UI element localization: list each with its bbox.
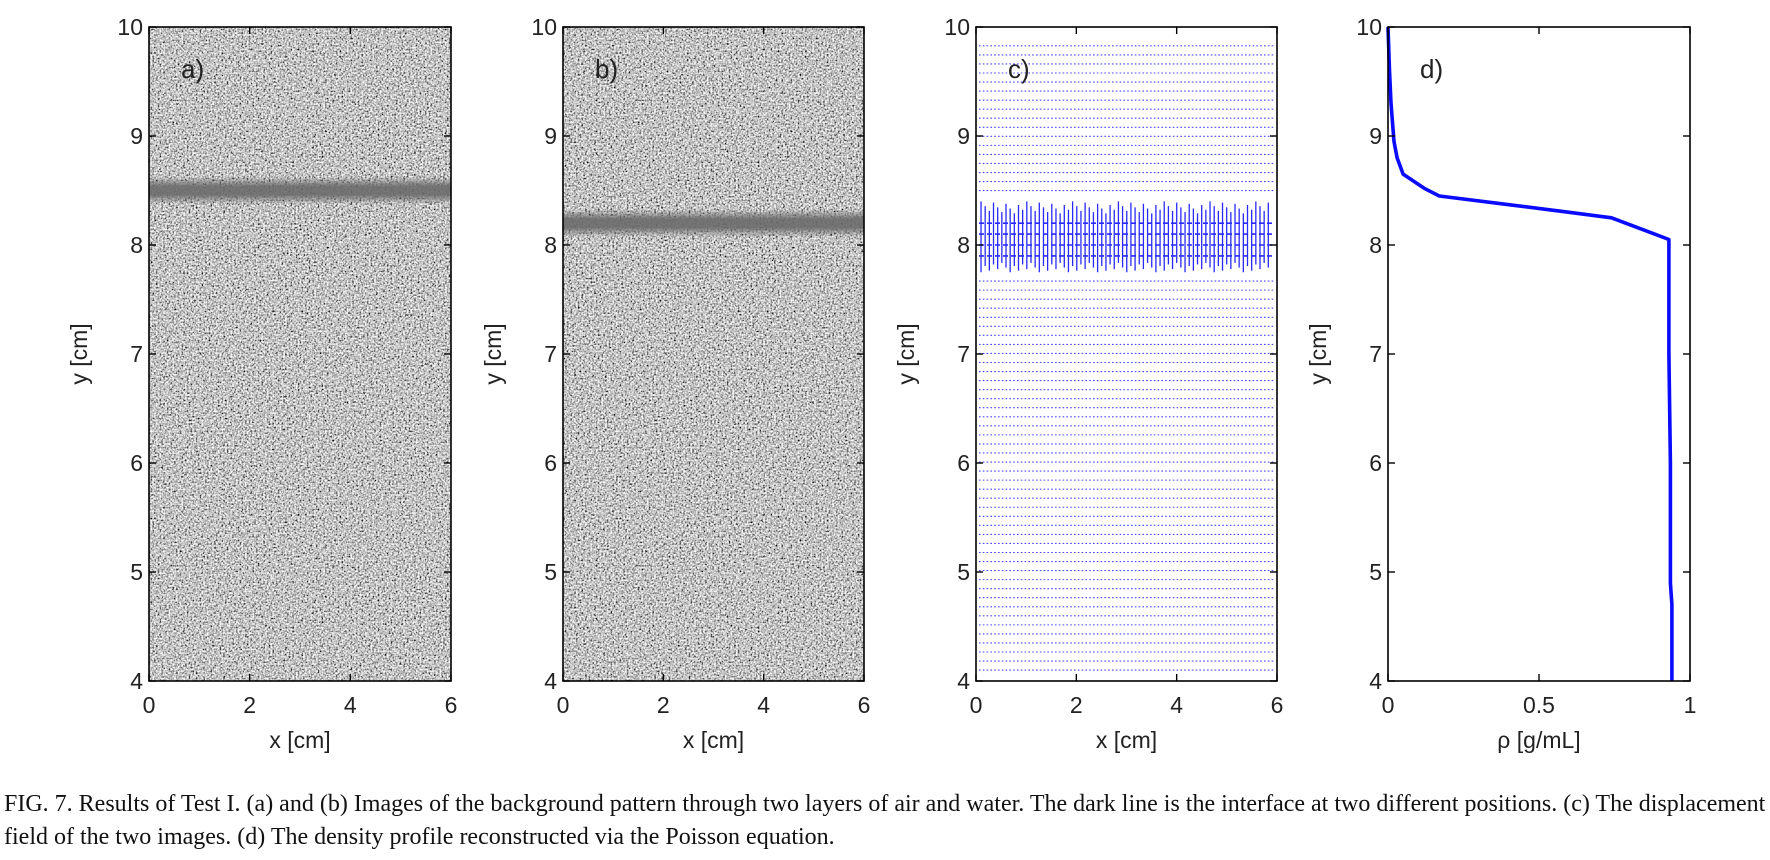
- y-tick-label: 10: [117, 14, 143, 40]
- y-tick-label: 7: [130, 341, 143, 367]
- y-tick-label: 5: [1369, 559, 1382, 585]
- y-axis-label: y [cm]: [66, 323, 92, 384]
- y-tick-label: 9: [544, 123, 557, 149]
- y-tick-label: 5: [544, 559, 557, 585]
- panel-label: d): [1420, 54, 1443, 84]
- y-tick-label: 8: [957, 232, 970, 258]
- y-tick-label: 8: [130, 232, 143, 258]
- x-axis-label: x [cm]: [269, 727, 330, 753]
- x-tick-label: 0: [557, 692, 570, 718]
- y-tick-label: 5: [957, 559, 970, 585]
- x-tick-label: 6: [445, 692, 458, 718]
- x-tick-label: 0: [970, 692, 983, 718]
- panel-2: 4 5 6 7 8 9 10 0 2 4 6 x [cm] y [cm] b): [480, 14, 870, 753]
- x-axis-label: x [cm]: [1096, 727, 1157, 753]
- panel-1: 4 5 6 7 8 9 10 0 2 4 6 x [cm] y [cm] a): [66, 14, 457, 753]
- y-axis-label: y [cm]: [1305, 323, 1331, 384]
- y-tick-label: 5: [130, 559, 143, 585]
- panel-3: 4 5 6 7 8 9 10 0 2 4 6 x [cm] y [cm] c): [893, 14, 1283, 753]
- interface-line: [563, 209, 864, 238]
- panel-label: a): [181, 54, 204, 84]
- figure-caption: FIG. 7. Results of Test I. (a) and (b) I…: [4, 791, 1766, 850]
- speckle-image: [563, 27, 864, 681]
- panel-4: 4 5 6 7 8 9 10 0 0.5 1 ρ [g/mL] y [cm] d): [1305, 14, 1696, 753]
- y-tick-label: 6: [544, 450, 557, 476]
- y-tick-label: 4: [1369, 668, 1382, 694]
- x-tick-label: 2: [1070, 692, 1083, 718]
- x-tick-label: 6: [1271, 692, 1284, 718]
- interface-line: [149, 176, 451, 205]
- y-tick-label: 9: [1369, 123, 1382, 149]
- x-tick-label: 2: [243, 692, 256, 718]
- y-tick-label: 8: [1369, 232, 1382, 258]
- y-tick-label: 4: [130, 668, 143, 694]
- y-tick-label: 6: [130, 450, 143, 476]
- y-tick-label: 7: [1369, 341, 1382, 367]
- displacement-field: [979, 45, 1274, 671]
- y-tick-label: 6: [1369, 450, 1382, 476]
- y-tick-label: 10: [1356, 14, 1382, 40]
- x-tick-label: 6: [858, 692, 871, 718]
- y-tick-label: 9: [957, 123, 970, 149]
- x-axis-label: x [cm]: [683, 727, 744, 753]
- x-tick-label: 4: [344, 692, 357, 718]
- density-profile-line: [1386, 26, 1674, 681]
- panel-label: c): [1008, 54, 1030, 84]
- y-tick-label: 4: [544, 668, 557, 694]
- panel-label: b): [595, 54, 618, 84]
- y-tick-label: 9: [130, 123, 143, 149]
- x-tick-label: 0.5: [1523, 692, 1555, 718]
- y-tick-label: 4: [957, 668, 970, 694]
- y-tick-label: 7: [544, 341, 557, 367]
- y-tick-label: 10: [944, 14, 970, 40]
- x-axis-label: ρ [g/mL]: [1497, 727, 1580, 753]
- y-tick-label: 6: [957, 450, 970, 476]
- y-axis-label: y [cm]: [480, 323, 506, 384]
- axes-frame: [1387, 26, 1691, 682]
- y-tick-label: 10: [531, 14, 557, 40]
- x-tick-label: 1: [1684, 692, 1697, 718]
- x-tick-label: 0: [143, 692, 156, 718]
- y-axis-label: y [cm]: [893, 323, 919, 384]
- x-tick-label: 4: [1170, 692, 1183, 718]
- y-tick-label: 7: [957, 341, 970, 367]
- y-tick-label: 8: [544, 232, 557, 258]
- speckle-image: [149, 27, 451, 681]
- x-tick-label: 0: [1382, 692, 1395, 718]
- x-tick-label: 2: [657, 692, 670, 718]
- x-tick-label: 4: [757, 692, 770, 718]
